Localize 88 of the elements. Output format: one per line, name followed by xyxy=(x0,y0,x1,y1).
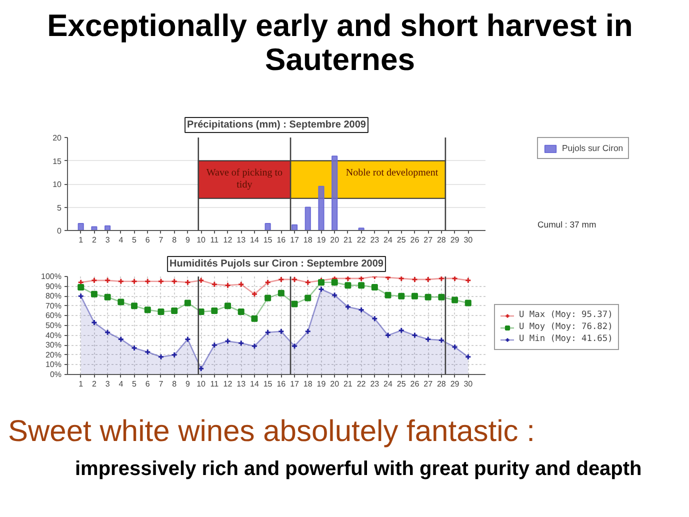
x-tick-label: 23 xyxy=(370,236,380,244)
legend-label: U Moy (Moy: 76.82) xyxy=(519,322,613,332)
y-tick-label: 5 xyxy=(57,203,62,212)
y-tick-label: 60% xyxy=(45,311,62,320)
x-tick-label: 9 xyxy=(185,236,190,244)
band-label: Wave of picking to tidy xyxy=(206,167,283,190)
y-tick-label: 0 xyxy=(57,226,62,236)
chart-title: Humidités Pujols sur Ciron : Septembre 2009 xyxy=(170,258,384,270)
x-tick-label: 29 xyxy=(450,380,460,388)
y-tick-label: 100% xyxy=(41,272,62,281)
x-tick-label: 20 xyxy=(330,380,340,388)
x-tick-label: 3 xyxy=(105,236,110,244)
x-tick-label: 30 xyxy=(464,236,474,244)
y-tick-label: 15 xyxy=(52,156,62,166)
x-tick-label: 2 xyxy=(92,380,97,388)
x-tick-label: 18 xyxy=(303,236,313,244)
x-tick-label: 25 xyxy=(396,380,406,388)
text: Cumul : 37 mm xyxy=(538,220,596,230)
x-tick-label: 1 xyxy=(78,236,84,244)
x-tick-label: 16 xyxy=(276,236,286,244)
y-tick-label: 50% xyxy=(45,321,62,330)
legend-label: U Min (Moy: 41.65) xyxy=(519,334,613,344)
x-tick-label: 4 xyxy=(118,380,124,388)
x-tick-label: 13 xyxy=(236,236,246,244)
y-tick-label: 40% xyxy=(45,330,62,340)
x-tick-label: 17 xyxy=(290,380,300,388)
text: impressively rich and powerful with great purity and deapth xyxy=(75,457,642,482)
x-tick-label: 25 xyxy=(396,236,406,244)
y-tick-label: 20% xyxy=(45,350,62,360)
x-tick-label: 22 xyxy=(356,236,366,244)
x-tick-label: 7 xyxy=(158,380,164,388)
y-tick-label: 30% xyxy=(45,340,62,350)
x-tick-label: 27 xyxy=(424,380,434,388)
x-tick-label: 8 xyxy=(172,236,178,244)
x-tick-label: 4 xyxy=(118,236,124,244)
x-tick-label: 12 xyxy=(223,380,233,388)
x-tick-label: 13 xyxy=(236,380,246,388)
x-tick-label: 24 xyxy=(384,236,394,244)
x-tick-label: 15 xyxy=(263,380,273,388)
x-tick-label: 2 xyxy=(92,236,97,244)
y-tick-label: 10% xyxy=(45,360,62,370)
x-tick-label: 19 xyxy=(316,380,326,388)
x-tick-label: 28 xyxy=(436,380,446,388)
chart-title: Précipitations (mm) : Septembre 2009 xyxy=(187,120,366,130)
y-tick-label: 10 xyxy=(52,180,62,189)
x-tick-label: 20 xyxy=(330,236,340,244)
x-tick-label: 7 xyxy=(158,236,164,244)
x-tick-label: 12 xyxy=(223,236,233,244)
x-tick-label: 26 xyxy=(410,236,420,244)
x-tick-label: 5 xyxy=(132,236,138,244)
x-tick-label: 30 xyxy=(464,380,474,388)
x-tick-label: 21 xyxy=(344,380,353,388)
x-tick-label: 18 xyxy=(303,380,313,388)
x-tick-label: 21 xyxy=(344,236,353,244)
x-tick-label: 10 xyxy=(196,236,206,244)
x-tick-label: 28 xyxy=(436,236,446,244)
x-tick-label: 3 xyxy=(105,380,110,388)
x-tick-label: 17 xyxy=(290,236,300,244)
text: Sweet white wines absolutely fantastic : xyxy=(8,415,536,449)
x-tick-label: 6 xyxy=(145,380,150,388)
x-tick-label: 11 xyxy=(210,236,220,244)
x-tick-label: 19 xyxy=(316,236,326,244)
y-tick-label: 80% xyxy=(45,292,62,301)
x-tick-label: 8 xyxy=(172,380,178,388)
x-tick-label: 9 xyxy=(185,380,190,388)
x-tick-label: 16 xyxy=(276,380,286,388)
x-tick-label: 10 xyxy=(196,380,206,388)
x-tick-label: 27 xyxy=(424,236,434,244)
legend-label: Pujols sur Ciron xyxy=(562,143,624,153)
x-tick-label: 11 xyxy=(210,380,220,388)
x-tick-label: 6 xyxy=(145,236,150,244)
text: Exceptionally early and short harvest in Sauternes xyxy=(46,8,634,77)
y-tick-label: 0% xyxy=(50,370,62,379)
y-tick-label: 90% xyxy=(45,282,62,291)
x-tick-label: 29 xyxy=(450,236,460,244)
x-tick-label: 23 xyxy=(370,380,380,388)
x-tick-label: 15 xyxy=(263,236,273,244)
y-tick-label: 20 xyxy=(52,134,62,142)
x-tick-label: 5 xyxy=(132,380,138,388)
band-label: Noble rot development xyxy=(346,167,438,178)
y-tick-label: 70% xyxy=(45,301,62,310)
x-tick-label: 14 xyxy=(250,236,260,244)
x-tick-label: 1 xyxy=(78,380,84,388)
x-tick-label: 14 xyxy=(250,380,260,388)
x-tick-label: 24 xyxy=(384,380,394,388)
legend-label: U Max (Moy: 95.37) xyxy=(519,310,613,320)
x-tick-label: 22 xyxy=(356,380,366,388)
x-tick-label: 26 xyxy=(410,380,420,388)
